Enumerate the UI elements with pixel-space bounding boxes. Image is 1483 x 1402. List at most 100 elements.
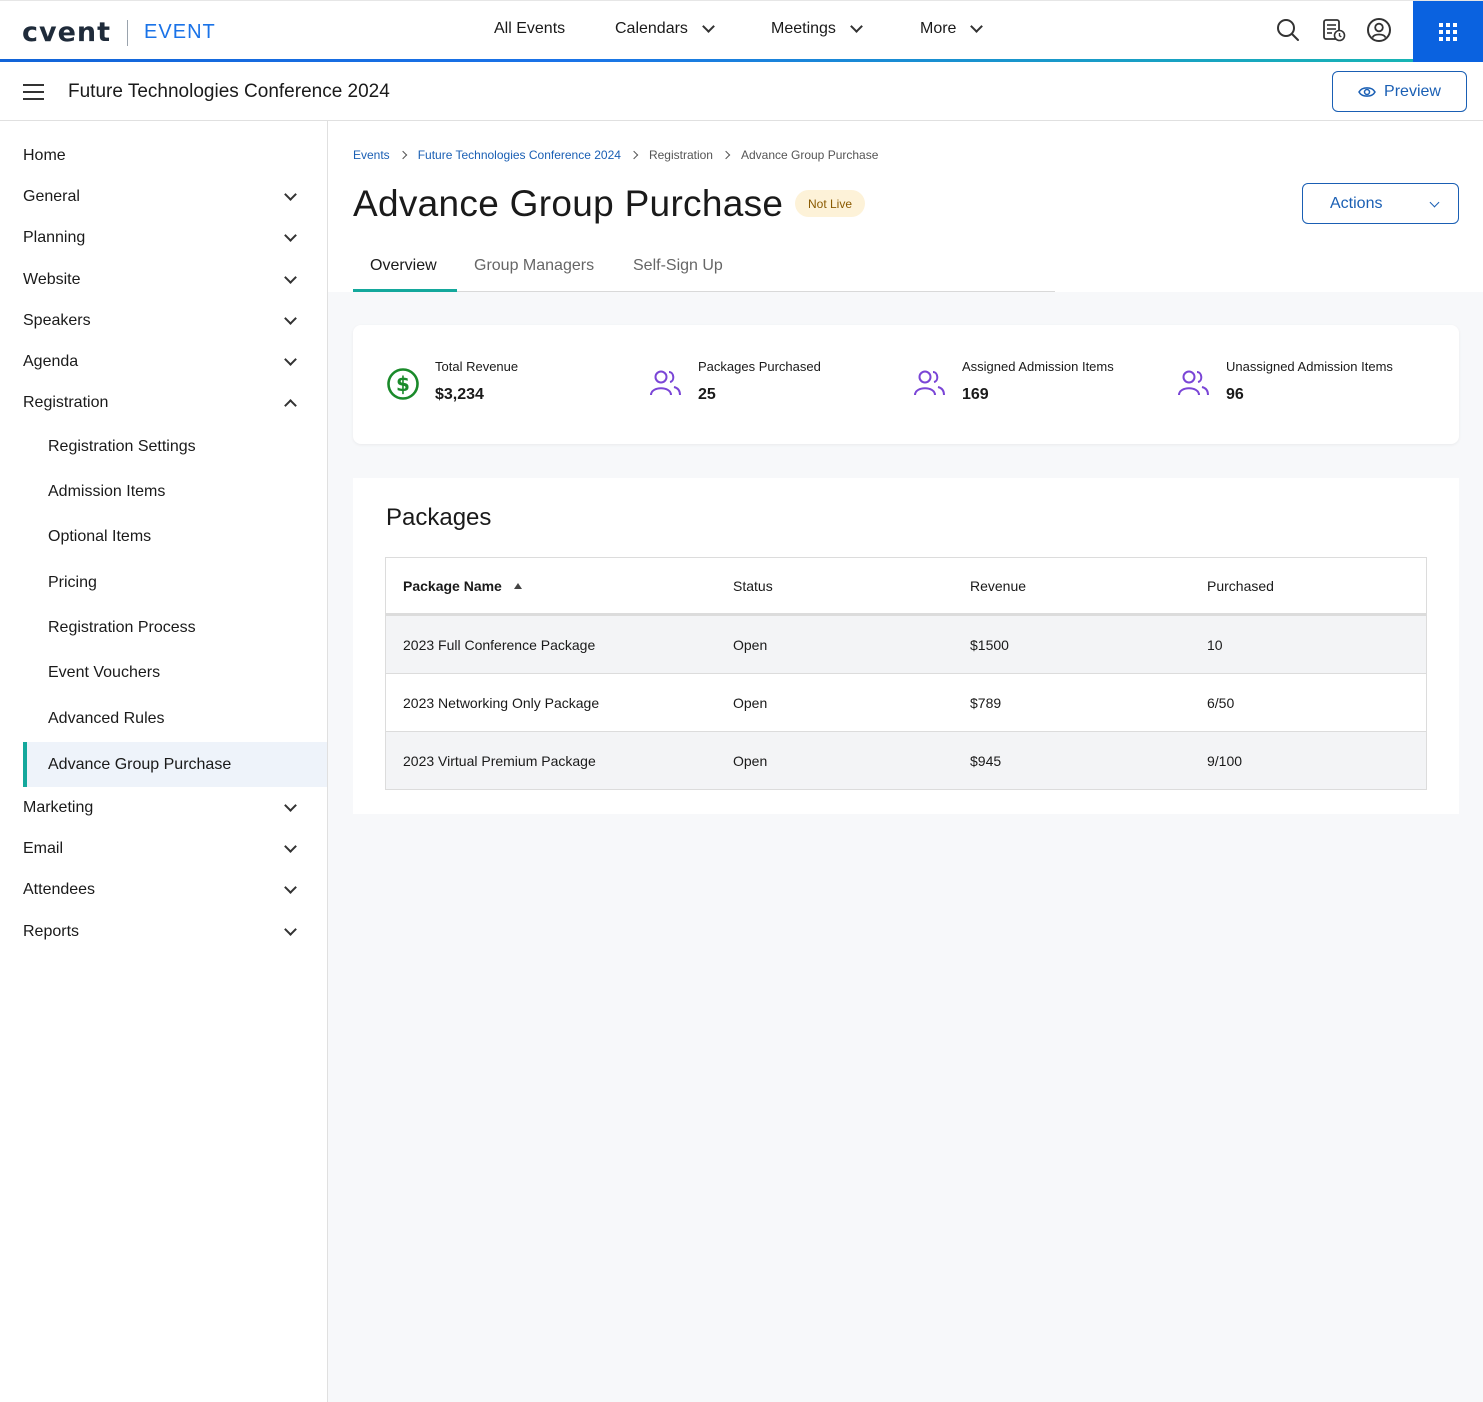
breadcrumb: Events Future Technologies Conference 20… [353, 148, 878, 162]
cell-package-name[interactable]: 2023 Networking Only Package [403, 694, 600, 711]
cell-status: Open [733, 752, 768, 769]
cell-revenue: $945 [970, 752, 1002, 769]
svg-text:$: $ [396, 372, 410, 396]
preview-label: Preview [1384, 82, 1441, 100]
status-badge: Not Live [795, 190, 866, 217]
column-header-package-name[interactable]: Package Name [403, 578, 522, 594]
stat-value: 169 [962, 386, 989, 403]
packages-section: Packages Package Name Status Revenue Pur… [353, 478, 1459, 814]
dollar-circle-icon: $ [387, 368, 419, 400]
user-profile-icon[interactable] [1366, 17, 1392, 43]
chevron-down-icon [284, 353, 297, 366]
cell-revenue: $789 [970, 694, 1002, 711]
chevron-down-icon [284, 271, 297, 284]
table-row[interactable]: 2023 Virtual Premium Package Open $945 9… [386, 731, 1426, 789]
breadcrumb-event[interactable]: Future Technologies Conference 2024 [417, 148, 621, 162]
breadcrumb-events[interactable]: Events [353, 148, 390, 162]
chevron-down-icon [284, 881, 297, 894]
chevron-down-icon [1429, 197, 1440, 208]
sidebar-subitem-advanced-rules[interactable]: Advanced Rules [0, 696, 327, 741]
packages-title: Packages [386, 504, 492, 531]
stat-assigned-admission-items: Assigned Admission Items 169 [913, 359, 1114, 404]
chevron-down-icon [284, 188, 297, 201]
chevron-right-icon [721, 150, 731, 160]
chevron-down-icon [284, 923, 297, 936]
sidebar-item-label: Registration [23, 393, 109, 411]
tab-bar: Overview Group Managers Self-Sign Up [353, 245, 1055, 292]
sidebar-item-speakers[interactable]: Speakers [0, 300, 327, 341]
actions-dropdown[interactable]: Actions [1302, 183, 1459, 224]
tab-overview[interactable]: Overview [370, 257, 437, 274]
breadcrumb-current: Advance Group Purchase [740, 148, 879, 162]
sidebar-subitem-label: Registration Settings [48, 437, 196, 455]
nav-calendars-label: Calendars [615, 20, 688, 37]
cell-purchased: 6/50 [1207, 694, 1235, 711]
product-name: EVENT [144, 21, 216, 43]
table-row[interactable]: 2023 Full Conference Package Open $1500 … [386, 615, 1426, 673]
event-schedule-icon[interactable] [1321, 17, 1347, 43]
stat-label: Unassigned Admission Items [1226, 359, 1393, 374]
sidebar-subitem-label: Optional Items [48, 527, 152, 545]
breadcrumb-registration[interactable]: Registration [648, 148, 713, 162]
table-row[interactable]: 2023 Networking Only Package Open $789 6… [386, 673, 1426, 731]
users-icon [650, 370, 681, 396]
sidebar-subitem-admission-items[interactable]: Admission Items [0, 469, 327, 514]
sidebar-subitem-advance-group-purchase[interactable]: Advance Group Purchase [23, 742, 327, 787]
chevron-down-icon [284, 229, 297, 242]
search-icon[interactable] [1275, 17, 1301, 43]
stat-packages-purchased: Packages Purchased 25 [649, 359, 821, 404]
hamburger-menu-icon[interactable] [23, 84, 44, 100]
sidebar-subitem-registration-settings[interactable]: Registration Settings [0, 424, 327, 469]
active-tab-indicator [353, 289, 457, 292]
chevron-right-icon [629, 150, 639, 160]
column-header-label: Package Name [403, 577, 502, 594]
nav-all-events-label: All Events [494, 20, 566, 37]
column-header-revenue[interactable]: Revenue [970, 577, 1027, 594]
stat-label: Total Revenue [435, 359, 519, 374]
users-icon [1178, 370, 1209, 396]
tab-group-managers[interactable]: Group Managers [474, 257, 595, 274]
page-title: Advance Group Purchase [353, 183, 784, 224]
nav-meetings[interactable]: Meetings [771, 20, 863, 38]
tab-self-sign-up[interactable]: Self-Sign Up [633, 257, 723, 274]
sidebar-item-marketing[interactable]: Marketing [0, 787, 327, 828]
sidebar-subitem-pricing[interactable]: Pricing [0, 560, 327, 605]
cvent-logo[interactable]: cvent EVENT [22, 17, 216, 48]
stat-label: Packages Purchased [698, 359, 821, 374]
logo-wordmark: cvent [22, 17, 112, 48]
cell-package-name[interactable]: 2023 Virtual Premium Package [403, 752, 596, 769]
sidebar: Home General Planning Website Speakers A… [0, 121, 328, 1402]
cell-package-name[interactable]: 2023 Full Conference Package [403, 636, 596, 653]
stat-value: $3,234 [435, 386, 484, 403]
sidebar-item-registration[interactable]: Registration [0, 382, 327, 423]
chevron-down-icon [284, 840, 297, 853]
sidebar-item-planning[interactable]: Planning [0, 217, 327, 258]
nav-more[interactable]: More [920, 20, 984, 38]
nav-calendars[interactable]: Calendars [615, 20, 715, 38]
chevron-right-icon [398, 150, 407, 160]
column-header-status[interactable]: Status [733, 577, 773, 594]
summary-stats-card: $ Total Revenue $3,234 Packages Purchase… [353, 325, 1459, 444]
column-header-purchased[interactable]: Purchased [1207, 577, 1274, 594]
sidebar-subitem-optional-items[interactable]: Optional Items [0, 514, 327, 559]
sidebar-subitem-event-vouchers[interactable]: Event Vouchers [0, 650, 327, 695]
sidebar-subitem-label: Advance Group Purchase [48, 755, 232, 773]
sidebar-item-label: Marketing [23, 798, 94, 816]
nav-all-events[interactable]: All Events [494, 20, 565, 38]
sidebar-item-website[interactable]: Website [0, 259, 327, 300]
sidebar-item-reports[interactable]: Reports [0, 911, 327, 952]
app-grid-icon[interactable] [1413, 1, 1483, 63]
logo-divider [127, 19, 129, 46]
packages-table: Package Name Status Revenue Purchased 20… [385, 557, 1427, 790]
sidebar-subitem-registration-process[interactable]: Registration Process [0, 605, 327, 650]
preview-button[interactable]: Preview [1332, 71, 1467, 112]
sidebar-item-general[interactable]: General [0, 176, 327, 217]
stat-unassigned-admission-items: Unassigned Admission Items 96 [1177, 359, 1393, 404]
sidebar-item-attendees[interactable]: Attendees [0, 869, 327, 910]
sidebar-item-email[interactable]: Email [0, 828, 327, 869]
sidebar-item-label: Home [23, 146, 66, 164]
sidebar-item-agenda[interactable]: Agenda [0, 341, 327, 382]
sidebar-item-label: Reports [23, 922, 80, 940]
sidebar-item-home[interactable]: Home [0, 135, 327, 176]
sidebar-item-label: Agenda [23, 352, 79, 370]
